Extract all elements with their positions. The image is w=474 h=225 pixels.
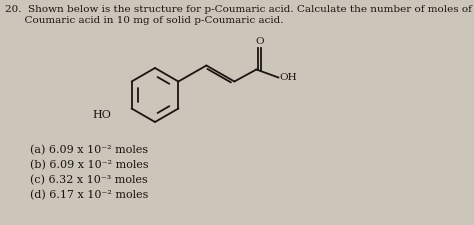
Text: (d) 6.17 x 10⁻² moles: (d) 6.17 x 10⁻² moles xyxy=(30,190,148,200)
Text: O: O xyxy=(255,36,264,45)
Text: Coumaric acid in 10 mg of solid p-Coumaric acid.: Coumaric acid in 10 mg of solid p-Coumar… xyxy=(5,16,283,25)
Text: 20.  Shown below is the structure for p-Coumaric acid. Calculate the number of m: 20. Shown below is the structure for p-C… xyxy=(5,5,474,14)
Text: OH: OH xyxy=(279,73,297,82)
Text: (c) 6.32 x 10⁻³ moles: (c) 6.32 x 10⁻³ moles xyxy=(30,175,148,185)
Text: HO: HO xyxy=(93,110,111,119)
Text: (a) 6.09 x 10⁻² moles: (a) 6.09 x 10⁻² moles xyxy=(30,145,148,155)
Text: (b) 6.09 x 10⁻² moles: (b) 6.09 x 10⁻² moles xyxy=(30,160,149,170)
